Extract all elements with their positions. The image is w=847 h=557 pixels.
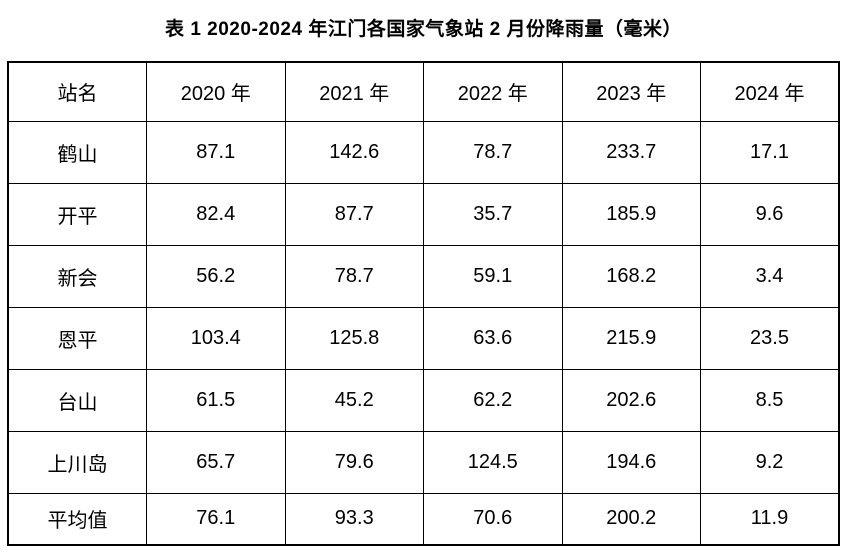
value-cell: 124.5 [423, 430, 563, 494]
value-cell: 45.2 [284, 368, 424, 432]
header-cell-station: 站名 [7, 61, 147, 122]
header-cell-2023: 2023 年 [561, 61, 701, 122]
station-name-cell: 鹤山 [7, 120, 147, 184]
value-cell: 78.7 [284, 244, 424, 308]
value-cell: 9.6 [700, 182, 840, 246]
table-row-heshan: 鹤山 87.1 142.6 78.7 233.7 17.1 [7, 120, 840, 184]
station-name-cell: 台山 [7, 368, 147, 432]
value-cell: 194.6 [561, 430, 701, 494]
value-cell: 65.7 [146, 430, 286, 494]
station-name-cell: 恩平 [7, 306, 147, 370]
value-cell: 125.8 [284, 306, 424, 370]
value-cell: 23.5 [700, 306, 840, 370]
value-cell: 200.2 [561, 492, 701, 546]
value-cell: 61.5 [146, 368, 286, 432]
station-name-cell: 上川岛 [7, 430, 147, 494]
value-cell: 87.7 [284, 182, 424, 246]
table-caption: 表 1 2020-2024 年江门各国家气象站 2 月份降雨量（毫米） [165, 19, 682, 40]
value-cell: 62.2 [423, 368, 563, 432]
table-row-enping: 恩平 103.4 125.8 63.6 215.9 23.5 [7, 306, 840, 370]
value-cell: 63.6 [423, 306, 563, 370]
value-cell: 76.1 [146, 492, 286, 546]
table-row-average: 平均值 76.1 93.3 70.6 200.2 11.9 [7, 492, 840, 546]
header-cell-2020: 2020 年 [146, 61, 286, 122]
value-cell: 103.4 [146, 306, 286, 370]
value-cell: 3.4 [700, 244, 840, 308]
value-cell: 9.2 [700, 430, 840, 494]
station-name-cell: 平均值 [7, 492, 147, 546]
value-cell: 93.3 [284, 492, 424, 546]
value-cell: 79.6 [284, 430, 424, 494]
value-cell: 142.6 [284, 120, 424, 184]
value-cell: 202.6 [561, 368, 701, 432]
value-cell: 11.9 [700, 492, 840, 546]
value-cell: 78.7 [423, 120, 563, 184]
value-cell: 215.9 [561, 306, 701, 370]
table-row-shangchuandao: 上川岛 65.7 79.6 124.5 194.6 9.2 [7, 430, 840, 494]
value-cell: 87.1 [146, 120, 286, 184]
value-cell: 35.7 [423, 182, 563, 246]
station-name-cell: 开平 [7, 182, 147, 246]
value-cell: 70.6 [423, 492, 563, 546]
value-cell: 56.2 [146, 244, 286, 308]
value-cell: 59.1 [423, 244, 563, 308]
value-cell: 8.5 [700, 368, 840, 432]
table-row-kaiping: 开平 82.4 87.7 35.7 185.9 9.6 [7, 182, 840, 246]
value-cell: 17.1 [700, 120, 840, 184]
station-name-cell: 新会 [7, 244, 147, 308]
header-cell-2022: 2022 年 [423, 61, 563, 122]
rainfall-table: 站名 2020 年 2021 年 2022 年 2023 年 2024 年 鹤山… [7, 61, 840, 546]
value-cell: 233.7 [561, 120, 701, 184]
header-cell-2021: 2021 年 [284, 61, 424, 122]
header-cell-2024: 2024 年 [700, 61, 840, 122]
value-cell: 168.2 [561, 244, 701, 308]
value-cell: 82.4 [146, 182, 286, 246]
table-row-xinhui: 新会 56.2 78.7 59.1 168.2 3.4 [7, 244, 840, 308]
value-cell: 185.9 [561, 182, 701, 246]
table-row-taishan: 台山 61.5 45.2 62.2 202.6 8.5 [7, 368, 840, 432]
header-row: 站名 2020 年 2021 年 2022 年 2023 年 2024 年 [7, 61, 840, 122]
